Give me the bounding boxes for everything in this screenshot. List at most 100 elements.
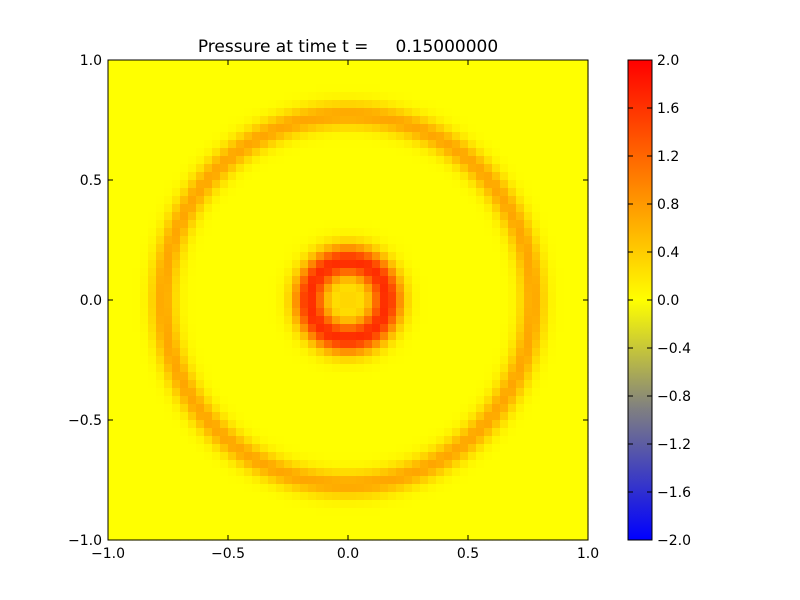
heatmap-cell [404, 500, 413, 509]
heatmap-cell [460, 252, 469, 261]
heatmap-cell [548, 476, 557, 485]
heatmap-cell [196, 84, 205, 93]
heatmap-cell [140, 68, 149, 77]
heatmap-cell [268, 356, 277, 365]
heatmap-cell [228, 332, 237, 341]
heatmap-cell [228, 436, 237, 445]
heatmap-cell [468, 116, 477, 125]
heatmap-cell [148, 116, 157, 125]
heatmap-cell [340, 404, 349, 413]
heatmap-cell [116, 492, 125, 501]
heatmap-cell [548, 228, 557, 237]
heatmap-cell [276, 196, 285, 205]
heatmap-cell [172, 532, 181, 541]
heatmap-cell [220, 436, 229, 445]
heatmap-cell [316, 468, 325, 477]
heatmap-cell [396, 100, 405, 109]
heatmap-cell [364, 500, 373, 509]
heatmap-cell [292, 476, 301, 485]
heatmap-cell [324, 84, 333, 93]
heatmap-cell [580, 420, 589, 429]
heatmap-cell [300, 76, 309, 85]
heatmap-cell [236, 452, 245, 461]
heatmap-cell [340, 316, 349, 325]
heatmap-cell [156, 436, 165, 445]
heatmap-cell [244, 412, 253, 421]
heatmap-cell [444, 100, 453, 109]
heatmap-cell [412, 68, 421, 77]
heatmap-cell [324, 196, 333, 205]
heatmap-cell [412, 524, 421, 533]
heatmap-cell [260, 404, 269, 413]
heatmap-cell [292, 404, 301, 413]
heatmap-cell [172, 260, 181, 269]
heatmap-cell [500, 92, 509, 101]
heatmap-cell [404, 180, 413, 189]
heatmap-cell [364, 340, 373, 349]
heatmap-cell [276, 244, 285, 253]
heatmap-cell [324, 532, 333, 541]
heatmap-cell [132, 132, 141, 141]
heatmap-cell [140, 228, 149, 237]
heatmap-cell [252, 340, 261, 349]
heatmap-cell [412, 500, 421, 509]
heatmap-cell [572, 268, 581, 277]
heatmap-cell [476, 372, 485, 381]
heatmap-cell [148, 484, 157, 493]
heatmap-cell [180, 428, 189, 437]
heatmap-cell [108, 268, 117, 277]
heatmap-cell [380, 516, 389, 525]
heatmap-cell [212, 260, 221, 269]
heatmap-cell [108, 412, 117, 421]
heatmap-cell [132, 228, 141, 237]
heatmap-cell [524, 428, 533, 437]
heatmap-cell [332, 316, 341, 325]
heatmap-cell [460, 108, 469, 117]
heatmap-cell [316, 124, 325, 133]
heatmap-cell [460, 524, 469, 533]
heatmap-cell [124, 484, 133, 493]
heatmap-cell [356, 524, 365, 533]
heatmap-cell [140, 396, 149, 405]
heatmap-cell [548, 68, 557, 77]
heatmap-cell [108, 500, 117, 509]
heatmap-cell [212, 124, 221, 133]
heatmap-cell [580, 356, 589, 365]
heatmap-cell [156, 444, 165, 453]
heatmap-cell [236, 340, 245, 349]
heatmap-cell [556, 156, 565, 165]
heatmap-cell [380, 236, 389, 245]
heatmap-cell [548, 252, 557, 261]
heatmap-cell [484, 148, 493, 157]
heatmap-cell [132, 436, 141, 445]
heatmap-cell [172, 308, 181, 317]
heatmap-cell [452, 260, 461, 269]
heatmap-cell [428, 500, 437, 509]
heatmap-cell [412, 308, 421, 317]
heatmap-cell [284, 156, 293, 165]
heatmap-cell [420, 492, 429, 501]
heatmap-cell [228, 380, 237, 389]
heatmap-cell [516, 164, 525, 173]
heatmap-cell [324, 244, 333, 253]
heatmap-cell [332, 148, 341, 157]
heatmap-cell [180, 380, 189, 389]
heatmap-cell [212, 476, 221, 485]
heatmap-cell [340, 228, 349, 237]
heatmap-cell [396, 444, 405, 453]
heatmap-cell [476, 428, 485, 437]
heatmap-cell [300, 300, 309, 309]
heatmap-cell [364, 92, 373, 101]
heatmap-cell [436, 436, 445, 445]
heatmap-cell [164, 284, 173, 293]
heatmap-cell [220, 188, 229, 197]
heatmap-cell [476, 412, 485, 421]
heatmap-cell [444, 356, 453, 365]
heatmap-cell [356, 116, 365, 125]
heatmap-cell [332, 204, 341, 213]
heatmap-cell [508, 284, 517, 293]
heatmap-cell [548, 180, 557, 189]
heatmap-cell [396, 204, 405, 213]
heatmap-cell [476, 292, 485, 301]
heatmap-cell [172, 500, 181, 509]
